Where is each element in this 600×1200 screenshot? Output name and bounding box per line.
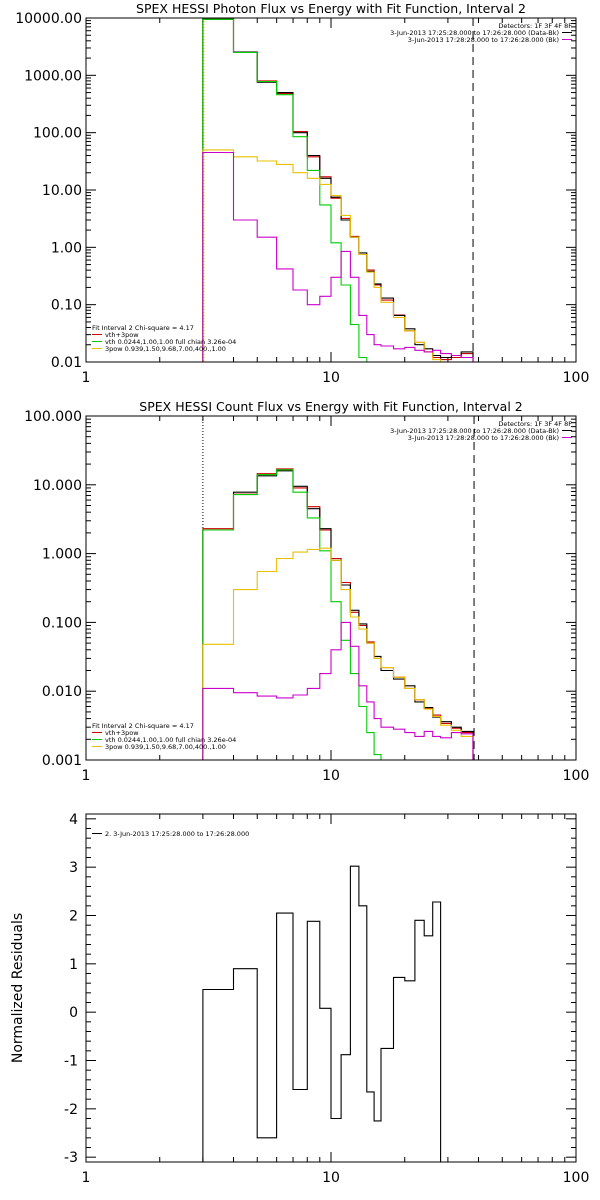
chart-panel-3: 1 10 100 -3 -2 -1 0 1 2 3 4 Normalized Residuals 2. … <box>10 812 589 1186</box>
plot-frame <box>85 813 577 1163</box>
legend-entry: 3pow 0.939,1.50,9.68,7.00,400.,1.00 <box>105 345 226 353</box>
legend-entry: 3-Jun-2013 17:28:28.000 to 17:26:28.000 … <box>408 36 559 44</box>
y-tick-label: 1.00 <box>51 240 82 256</box>
legend-entry: vth 0.0244,1.00,1.00 full chian 3.26e-04 <box>105 338 236 346</box>
y-tick-label: 1000.00 <box>24 68 82 84</box>
x-tick-label: 1 <box>82 768 91 784</box>
y-tick-label: 0.10 <box>51 298 82 314</box>
y-tick-label: 10.00 <box>42 183 82 199</box>
series-residuals <box>202 865 442 1162</box>
plot-frame <box>85 17 577 363</box>
series-bk <box>202 151 474 362</box>
chart-title: SPEX HESSI Count Flux vs Energy with Fit… <box>139 399 522 414</box>
series-vth <box>202 469 382 760</box>
series-bk <box>202 621 474 760</box>
y-tick-label: 0 <box>69 1005 78 1021</box>
x-tick-label: 1 <box>82 370 91 386</box>
y-tick-label: -2 <box>64 1102 78 1118</box>
legend-entry: 3-Jun-2013 17:28:28.000 to 17:26:28.000 … <box>408 434 559 442</box>
legend-entry: 2. 3-Jun-2013 17:25:28.000 to 17:26:28.0… <box>105 830 249 838</box>
legend-header: Detectors: 1F 3F 4F 8F <box>498 420 572 428</box>
y-tick-label: 4 <box>69 812 78 828</box>
y-tick-label: 0.010 <box>42 684 82 700</box>
legend-entry: 3-Jun-2013 17:25:28.000 to 17:26:28.000 … <box>390 29 559 37</box>
plot-area <box>202 865 442 1162</box>
x-tick-label: 1 <box>82 1170 91 1186</box>
x-tick-label: 10 <box>322 1170 340 1186</box>
y-tick-label: 1.000 <box>42 547 82 563</box>
series-vth-3pow <box>202 18 474 362</box>
y-tick-label: 100.000 <box>24 409 82 425</box>
y-tick-label: 0.100 <box>42 615 82 631</box>
x-tick-label: 100 <box>563 768 590 784</box>
series-3pow <box>202 149 442 362</box>
chart-title: SPEX HESSI Photon Flux vs Energy with Fi… <box>136 1 526 16</box>
y-tick-label: -3 <box>64 1150 78 1166</box>
series-3pow <box>202 547 474 760</box>
legend-entry: 3-Jun-2013 17:25:28.000 to 17:26:28.000 … <box>390 427 559 435</box>
x-tick-label: 10 <box>322 370 340 386</box>
legend-entry: 3pow 0.939,1.50,9.68,7.00,400.,1.00 <box>105 743 226 751</box>
series-data-bk <box>202 18 474 362</box>
y-tick-label: 3 <box>69 860 78 876</box>
chart-panel-2: SPEX HESSI Count Flux vs Energy with Fit… <box>24 399 589 784</box>
x-tick-label: 10 <box>322 768 340 784</box>
y-tick-label: 0.01 <box>51 355 82 371</box>
y-tick-label: -1 <box>64 1054 78 1070</box>
plot-area <box>202 468 474 760</box>
x-tick-label: 100 <box>563 370 590 386</box>
legend-header: Fit Interval 2 Chi-square = 4.17 <box>92 324 194 332</box>
legend-header: Fit Interval 2 Chi-square = 4.17 <box>92 722 194 730</box>
plot-frame <box>85 415 577 761</box>
series-vth <box>202 18 368 362</box>
y-tick-label: 100.00 <box>33 126 82 142</box>
legend-entry: vth 0.0244,1.00,1.00 full chian 3.26e-04 <box>105 736 236 744</box>
plot-area <box>202 18 474 362</box>
legend-header: Detectors: 1F 3F 4F 8F <box>498 22 572 30</box>
legend-entry: vth+3pow <box>105 729 139 737</box>
y-tick-label: 10.000 <box>33 478 82 494</box>
legend-entry: vth+3pow <box>105 331 139 339</box>
x-tick-label: 100 <box>563 1170 590 1186</box>
y-axis-label: Normalized Residuals <box>10 913 26 1063</box>
y-tick-label: 1 <box>69 957 78 973</box>
y-tick-label: 2 <box>69 909 78 925</box>
chart-panel-1: SPEX HESSI Photon Flux vs Energy with Fi… <box>15 1 589 386</box>
y-tick-label: 0.001 <box>42 753 82 769</box>
y-tick-label: 10000.00 <box>15 11 82 27</box>
